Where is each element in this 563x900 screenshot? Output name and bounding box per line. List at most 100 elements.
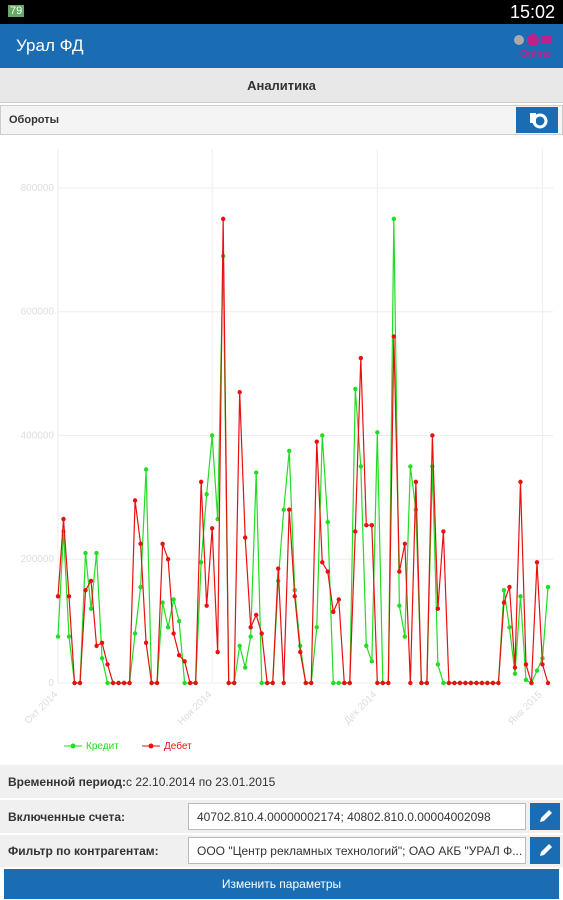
point xyxy=(441,680,446,686)
edit-accounts[interactable] xyxy=(530,803,560,830)
legend-label: Кредит xyxy=(86,741,119,752)
point xyxy=(248,634,253,639)
point xyxy=(419,680,424,686)
point xyxy=(160,600,165,605)
point xyxy=(353,529,358,534)
battery: 79 xyxy=(8,5,25,17)
point xyxy=(154,680,160,686)
point xyxy=(132,498,138,503)
point xyxy=(83,587,88,593)
accounts-row: Включенные счета: 40702.810.4.0000000217… xyxy=(0,800,563,833)
point xyxy=(534,668,540,673)
y-tick-label: 200000 xyxy=(21,554,55,565)
point xyxy=(545,680,551,686)
point xyxy=(474,680,479,686)
point xyxy=(105,662,110,667)
point xyxy=(534,560,540,565)
point xyxy=(375,430,380,435)
series-line xyxy=(57,218,549,684)
x-tick-label: Ноя 2014 xyxy=(176,689,215,728)
filter-label: Фильтр по контрагентам: xyxy=(8,844,159,858)
point xyxy=(176,652,182,658)
point xyxy=(165,557,171,562)
point xyxy=(298,649,303,655)
y-tick-label: 800000 xyxy=(21,183,55,194)
point xyxy=(94,550,99,556)
x-tick-label: Дек 2014 xyxy=(342,689,380,727)
point xyxy=(99,640,105,645)
point xyxy=(287,507,292,512)
point xyxy=(226,680,231,686)
section-title: Аналитика xyxy=(247,78,316,93)
period-row: Временной период: с 22.10.2014 по 23.01.… xyxy=(0,765,563,798)
point xyxy=(254,470,259,475)
point xyxy=(248,625,253,630)
point xyxy=(143,467,149,472)
report-select[interactable]: Обороты xyxy=(0,105,563,135)
chart: 0 200000 400000 600000 800000 Окт 2014 Ноя 201… xyxy=(21,149,553,752)
point xyxy=(237,389,242,395)
point xyxy=(193,680,198,686)
point xyxy=(358,464,364,469)
point xyxy=(386,680,391,686)
point xyxy=(88,606,94,611)
point xyxy=(55,634,61,639)
point xyxy=(402,634,408,639)
point xyxy=(490,680,496,686)
settings-button[interactable] xyxy=(516,107,558,133)
filter-row: Фильтр по контрагентам: ООО "Центр рекла… xyxy=(0,835,563,867)
period-label: Временной период: xyxy=(8,775,127,789)
point xyxy=(198,560,204,565)
app-title: Урал ФД xyxy=(16,36,84,55)
status-bar: 79 15:02 xyxy=(0,0,563,24)
filter-value: ООО "Центр рекламных технологий"; ОАО АК… xyxy=(197,844,523,858)
point xyxy=(320,433,325,438)
point xyxy=(309,680,314,686)
point xyxy=(325,569,330,574)
point xyxy=(353,386,358,392)
change-params-button[interactable]: Изменить параметры xyxy=(4,869,559,899)
point xyxy=(336,680,341,686)
point xyxy=(259,680,264,686)
edit-filter[interactable] xyxy=(530,837,560,864)
point xyxy=(512,671,518,676)
point xyxy=(231,680,237,686)
point xyxy=(116,680,121,686)
point xyxy=(127,680,132,686)
point xyxy=(501,600,507,605)
point xyxy=(320,560,325,565)
point xyxy=(529,680,534,686)
point xyxy=(408,464,413,469)
filter-field[interactable]: ООО "Центр рекламных технологий"; ОАО АК… xyxy=(188,837,526,864)
point xyxy=(518,594,523,599)
point xyxy=(413,507,419,512)
point xyxy=(265,680,270,686)
point xyxy=(176,618,182,624)
point xyxy=(435,662,441,667)
accounts-field[interactable]: 40702.810.4.00000002174; 40802.810.0.000… xyxy=(188,803,526,830)
point xyxy=(237,643,242,649)
point xyxy=(397,603,402,608)
point xyxy=(171,631,176,636)
x-tick-label: Окт 2014 xyxy=(23,689,61,727)
point xyxy=(281,680,286,686)
point xyxy=(303,680,308,686)
point xyxy=(61,516,66,522)
logo: Online xyxy=(519,49,551,60)
point xyxy=(408,680,413,686)
point xyxy=(375,680,380,686)
point xyxy=(138,584,143,590)
point xyxy=(452,680,457,686)
point xyxy=(523,677,529,683)
point xyxy=(66,634,72,639)
point xyxy=(391,334,397,339)
point xyxy=(457,680,463,686)
point xyxy=(545,584,551,590)
point xyxy=(331,680,336,686)
legend-marker xyxy=(70,743,76,749)
point xyxy=(83,550,88,556)
point xyxy=(507,625,512,630)
report-name: Обороты xyxy=(9,114,60,126)
point xyxy=(314,625,319,630)
